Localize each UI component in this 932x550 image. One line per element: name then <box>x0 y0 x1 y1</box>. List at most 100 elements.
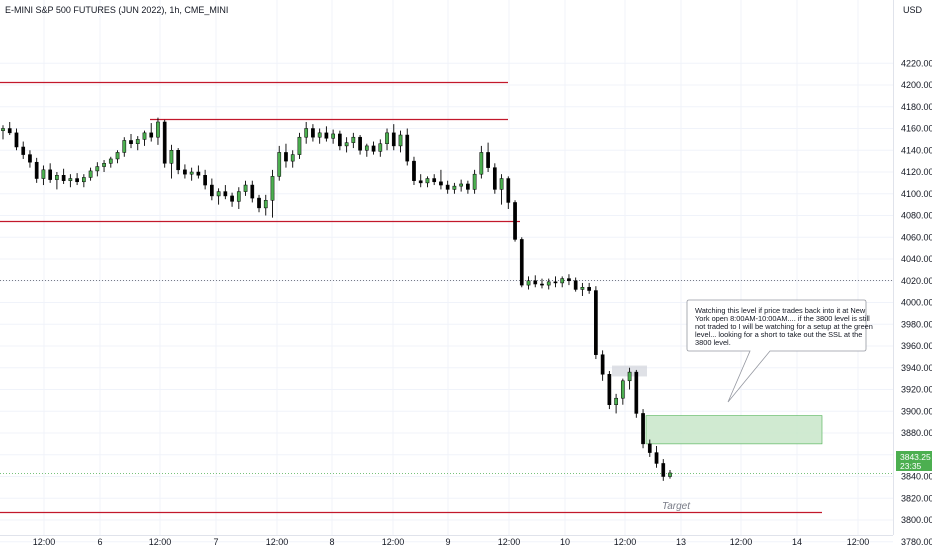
candle-body <box>479 152 484 175</box>
target-label: Target <box>662 501 691 512</box>
price-tick-label: 4000.00 <box>901 298 932 308</box>
time-tick-label: 12:00 <box>382 537 405 547</box>
price-tick-label: 4040.00 <box>901 254 932 264</box>
candle-body <box>519 239 524 286</box>
candle-body <box>344 142 349 147</box>
time-tick-label: 13 <box>676 537 686 547</box>
currency-label: USD <box>903 5 923 15</box>
annotation-line: 3800 level. <box>695 338 731 347</box>
candle-body <box>176 150 181 171</box>
candle-body <box>371 145 376 152</box>
price-tick-label: 4020.00 <box>901 276 932 286</box>
candle-body <box>338 133 342 147</box>
candle-body <box>270 176 275 201</box>
price-tick-label: 4200.00 <box>901 80 932 90</box>
time-axis-ticks: 12:00 6 12:00 7 12:00 8 12:00 9 12:00 10 12:00 13 12… <box>33 537 870 547</box>
candle-body <box>324 132 329 139</box>
candle-body <box>472 173 477 190</box>
candle-body <box>425 178 430 184</box>
candle-body <box>594 290 598 355</box>
candle-body <box>149 132 154 138</box>
candle-body <box>385 132 389 144</box>
candle-body <box>216 191 221 197</box>
time-tick-label: 12:00 <box>149 537 172 547</box>
time-tick-label: 14 <box>792 537 802 547</box>
candle-body <box>142 132 147 140</box>
candle-body <box>223 191 228 197</box>
candle-body <box>81 177 86 183</box>
price-tick-label: 4220.00 <box>901 58 932 68</box>
candle-body <box>68 178 73 181</box>
candle-body <box>331 133 335 139</box>
candle-body <box>61 175 66 181</box>
candle-body <box>102 163 106 167</box>
annotation-line: Watching this level if price trades back… <box>695 306 866 315</box>
time-tick-label: 9 <box>445 537 450 547</box>
candle-body <box>466 183 470 190</box>
callout-bubble <box>686 299 867 403</box>
candle-body <box>250 184 255 199</box>
annotation-line: level... looking for a short to take out… <box>695 330 862 339</box>
time-tick-label: 12:00 <box>498 537 521 547</box>
candle-body <box>533 280 538 285</box>
candle-body <box>284 152 288 162</box>
price-tick-label: 4080.00 <box>901 211 932 221</box>
price-tick-label: 3880.00 <box>901 428 932 438</box>
candle-body <box>526 280 531 286</box>
candle-body <box>567 278 571 282</box>
candle-body <box>156 121 160 138</box>
price-tick-label: 3840.00 <box>901 472 932 482</box>
candle-body <box>169 150 174 164</box>
candle-body <box>513 202 517 240</box>
candle-body <box>540 283 544 286</box>
candle-body <box>378 143 383 152</box>
candle-body <box>560 278 565 284</box>
candle-body <box>432 178 437 183</box>
candle-body <box>108 158 113 164</box>
candle-body <box>203 175 207 186</box>
candle-body <box>48 169 53 180</box>
bar-countdown: 23:35 <box>900 461 922 471</box>
price-tick-label: 4100.00 <box>901 189 932 199</box>
candle-body <box>183 169 187 175</box>
candle-body <box>14 132 19 148</box>
annotation-line: York open 8:00AM-10:00AM.... if the 3800… <box>695 314 870 323</box>
price-tick-label: 4140.00 <box>901 145 932 155</box>
candle-body <box>405 134 410 162</box>
annotation-line: not traded to I will be watching for a s… <box>695 322 873 331</box>
time-tick-label: 7 <box>213 537 218 547</box>
candle-body <box>364 145 369 151</box>
time-tick-label: 12:00 <box>847 537 870 547</box>
candle-body <box>620 380 625 399</box>
candle-body <box>34 161 39 179</box>
candle-body <box>196 171 201 176</box>
candle-body <box>445 184 450 190</box>
candle-body <box>439 181 443 186</box>
time-tick-label: 8 <box>329 537 334 547</box>
candle-body <box>189 171 194 175</box>
candle-body <box>587 287 592 291</box>
level-lines <box>0 81 893 514</box>
candle-body <box>135 139 140 144</box>
candle-body <box>486 152 490 168</box>
time-tick-label: 12:00 <box>266 537 289 547</box>
candle-body <box>600 354 605 375</box>
candle-body <box>317 132 322 138</box>
price-tick-label: 3800.00 <box>901 515 932 525</box>
price-tick-label: 4120.00 <box>901 167 932 177</box>
candle-body <box>122 140 127 153</box>
price-axis-ticks: 4220.00 4200.00 4180.00 4160.00 4140.00 4120.… <box>901 58 932 547</box>
price-tick-label: 4060.00 <box>901 232 932 242</box>
candle-body <box>358 136 362 151</box>
candle-body <box>641 413 645 445</box>
time-tick-label: 6 <box>97 537 102 547</box>
last-price-badge: 3843.25 23:35 <box>896 451 932 471</box>
chart-title: E-MINI S&P 500 FUTURES (JUN 2022), 1h, C… <box>5 5 228 15</box>
candle-body <box>243 184 248 192</box>
time-tick-label: 10 <box>560 537 570 547</box>
candle-body <box>580 287 585 290</box>
candle-body <box>573 280 578 290</box>
annotation-callout[interactable]: Watching this level if price trades back… <box>686 299 873 403</box>
price-tick-label: 3820.00 <box>901 493 932 503</box>
